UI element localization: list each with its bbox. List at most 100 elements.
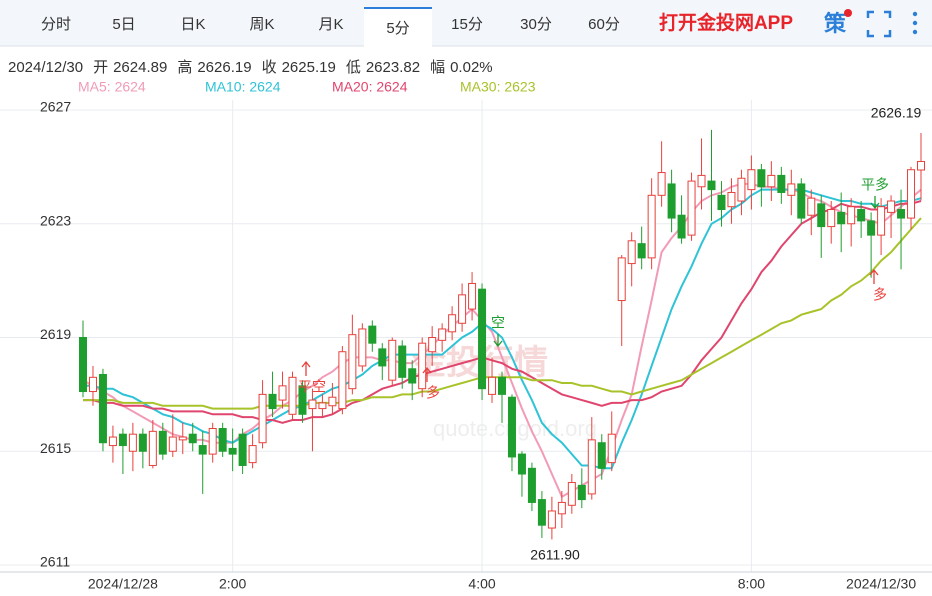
y-tick-label: 2623 [40, 212, 71, 228]
candle-body [348, 334, 357, 390]
candle-body [278, 385, 287, 401]
strategy-button[interactable]: 策 [824, 11, 847, 36]
candle-body [168, 436, 177, 452]
candle-body [468, 282, 477, 310]
candle-body [428, 337, 437, 353]
signal-arrow [870, 196, 880, 210]
candle-body [677, 214, 686, 239]
app-link[interactable]: 打开金投网APP [659, 11, 793, 34]
candle-body [458, 294, 467, 324]
candle-body [258, 393, 267, 444]
candle-body [567, 482, 576, 506]
candle-body [148, 430, 157, 466]
annotation: 平多 [861, 177, 889, 193]
candle-body [757, 169, 766, 188]
candle-body [438, 328, 447, 341]
x-tick-label: 2:00 [219, 576, 246, 592]
tab[interactable]: 周K [249, 16, 274, 33]
tab[interactable]: 30分 [520, 16, 552, 33]
header-label: 收 [262, 59, 277, 76]
tab[interactable]: 15分 [451, 16, 483, 33]
header-value: 2624.89 [113, 59, 167, 76]
legend-entry: MA5: 2624 [78, 79, 146, 95]
candle-body [98, 373, 107, 444]
header-label: 开 [93, 59, 108, 76]
annotation: 空 [491, 315, 505, 331]
candle-body [917, 160, 925, 171]
fullscreen-icon[interactable] [866, 10, 892, 38]
candle-body [128, 433, 137, 452]
signal-arrow [301, 360, 311, 376]
candle-body [498, 376, 506, 395]
candle-body [557, 501, 566, 515]
candle-body [637, 243, 646, 259]
signal-arrow [869, 268, 879, 284]
annotation: 平空 [298, 379, 326, 395]
candle-body [218, 428, 227, 452]
ma-line [83, 200, 922, 424]
tab-bar [0, 0, 932, 46]
signal-arrow [422, 366, 432, 382]
candle-body [657, 172, 666, 196]
candle-body [478, 288, 487, 390]
annotation: 多 [873, 287, 887, 303]
candle-body [857, 209, 866, 222]
signal-arrow [493, 334, 503, 348]
candle-body [537, 499, 546, 526]
header-label: 低 [346, 59, 361, 76]
candle-body [727, 191, 736, 208]
header-value: 0.02% [450, 59, 493, 76]
legend-entry: MA20: 2624 [332, 79, 408, 95]
menu-icon[interactable] [912, 11, 918, 35]
annotation: 2626.19 [871, 105, 922, 121]
x-tick-label: 2024/12/30 [846, 576, 916, 592]
header-label: 高 [177, 59, 192, 76]
candle-body [308, 399, 317, 410]
tab[interactable]: 60分 [588, 16, 620, 33]
candle-body [527, 467, 536, 503]
y-tick-label: 2611 [40, 554, 70, 570]
legend-entry: MA30: 2623 [460, 79, 536, 95]
candle-body [288, 376, 297, 415]
candle-body [737, 177, 746, 202]
candle-body [867, 220, 876, 236]
candle-body [248, 445, 257, 464]
candle-body [408, 368, 417, 384]
candle-body [827, 209, 836, 228]
header-value: 2625.19 [282, 59, 336, 76]
y-tick-label: 2619 [40, 326, 71, 342]
legend-entry: MA10: 2624 [205, 79, 281, 95]
tab[interactable]: 日K [180, 16, 205, 33]
candle-body [847, 206, 856, 225]
candle-body [697, 174, 706, 188]
candle-body [837, 211, 846, 225]
candle-body [488, 376, 497, 395]
candle-body [647, 194, 656, 259]
candle-body [617, 257, 626, 302]
candle-body [807, 197, 816, 216]
candle-body [88, 376, 97, 393]
x-tick-label: 2024/12/28 [88, 576, 158, 592]
annotation: 2611.90 [530, 547, 580, 563]
x-tick-label: 8:00 [738, 576, 765, 592]
candle-body [368, 325, 377, 344]
candle-body [897, 209, 906, 219]
y-tick-label: 2615 [40, 440, 71, 456]
candle-body [507, 396, 516, 458]
candle-body [318, 402, 327, 410]
candle-body [228, 447, 237, 455]
candle-body [747, 169, 756, 191]
header-label: 幅 [430, 59, 445, 76]
candle-body [418, 342, 427, 390]
candle-body [887, 200, 896, 213]
x-tick-label: 4:00 [468, 576, 495, 592]
candle-body [667, 183, 676, 219]
tab[interactable]: 5日 [112, 16, 135, 33]
tab[interactable]: 5分 [386, 20, 409, 37]
candle-body [587, 439, 596, 495]
candle-body [547, 510, 556, 529]
tab[interactable]: 分时 [41, 16, 71, 33]
tab[interactable]: 月K [318, 16, 343, 33]
